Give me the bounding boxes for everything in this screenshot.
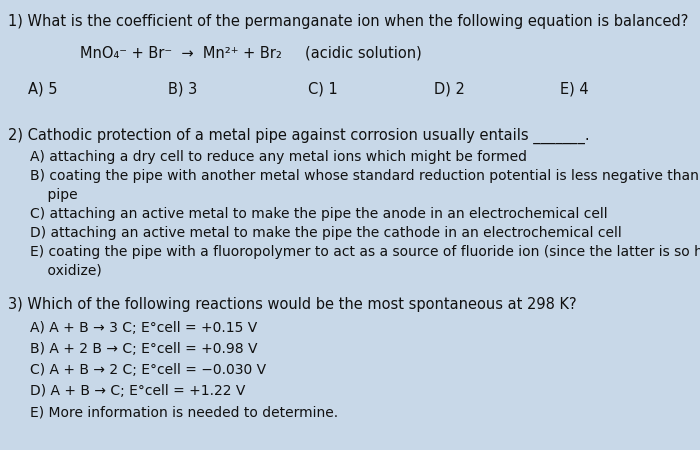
- Text: C) A + B → 2 C; E°cell = −0.030 V: C) A + B → 2 C; E°cell = −0.030 V: [30, 363, 266, 377]
- Text: C) 1: C) 1: [308, 82, 337, 97]
- Text: A) attaching a dry cell to reduce any metal ions which might be formed: A) attaching a dry cell to reduce any me…: [30, 150, 527, 164]
- Text: B) A + 2 B → C; E°cell = +0.98 V: B) A + 2 B → C; E°cell = +0.98 V: [30, 342, 258, 356]
- Text: MnO₄⁻ + Br⁻  →  Mn²⁺ + Br₂     (acidic solution): MnO₄⁻ + Br⁻ → Mn²⁺ + Br₂ (acidic solutio…: [80, 46, 421, 61]
- Text: A) A + B → 3 C; E°cell = +0.15 V: A) A + B → 3 C; E°cell = +0.15 V: [30, 321, 258, 335]
- Text: D) 2: D) 2: [434, 82, 465, 97]
- Text: pipe: pipe: [30, 188, 78, 202]
- Text: E) coating the pipe with a fluoropolymer to act as a source of fluoride ion (sin: E) coating the pipe with a fluoropolymer…: [30, 245, 700, 259]
- Text: A) 5: A) 5: [28, 82, 57, 97]
- Text: E) More information is needed to determine.: E) More information is needed to determi…: [30, 405, 338, 419]
- Text: 1) What is the coefficient of the permanganate ion when the following equation i: 1) What is the coefficient of the perman…: [8, 14, 688, 29]
- Text: 3) Which of the following reactions would be the most spontaneous at 298 K?: 3) Which of the following reactions woul…: [8, 297, 577, 312]
- Text: oxidize): oxidize): [30, 264, 101, 278]
- Text: D) attaching an active metal to make the pipe the cathode in an electrochemical : D) attaching an active metal to make the…: [30, 226, 622, 240]
- Text: B) 3: B) 3: [168, 82, 197, 97]
- Text: D) A + B → C; E°cell = +1.22 V: D) A + B → C; E°cell = +1.22 V: [30, 384, 246, 398]
- Text: C) attaching an active metal to make the pipe the anode in an electrochemical ce: C) attaching an active metal to make the…: [30, 207, 608, 221]
- Text: B) coating the pipe with another metal whose standard reduction potential is les: B) coating the pipe with another metal w…: [30, 169, 700, 183]
- Text: E) 4: E) 4: [560, 82, 589, 97]
- Text: 2) Cathodic protection of a metal pipe against corrosion usually entails _______: 2) Cathodic protection of a metal pipe a…: [8, 128, 589, 144]
